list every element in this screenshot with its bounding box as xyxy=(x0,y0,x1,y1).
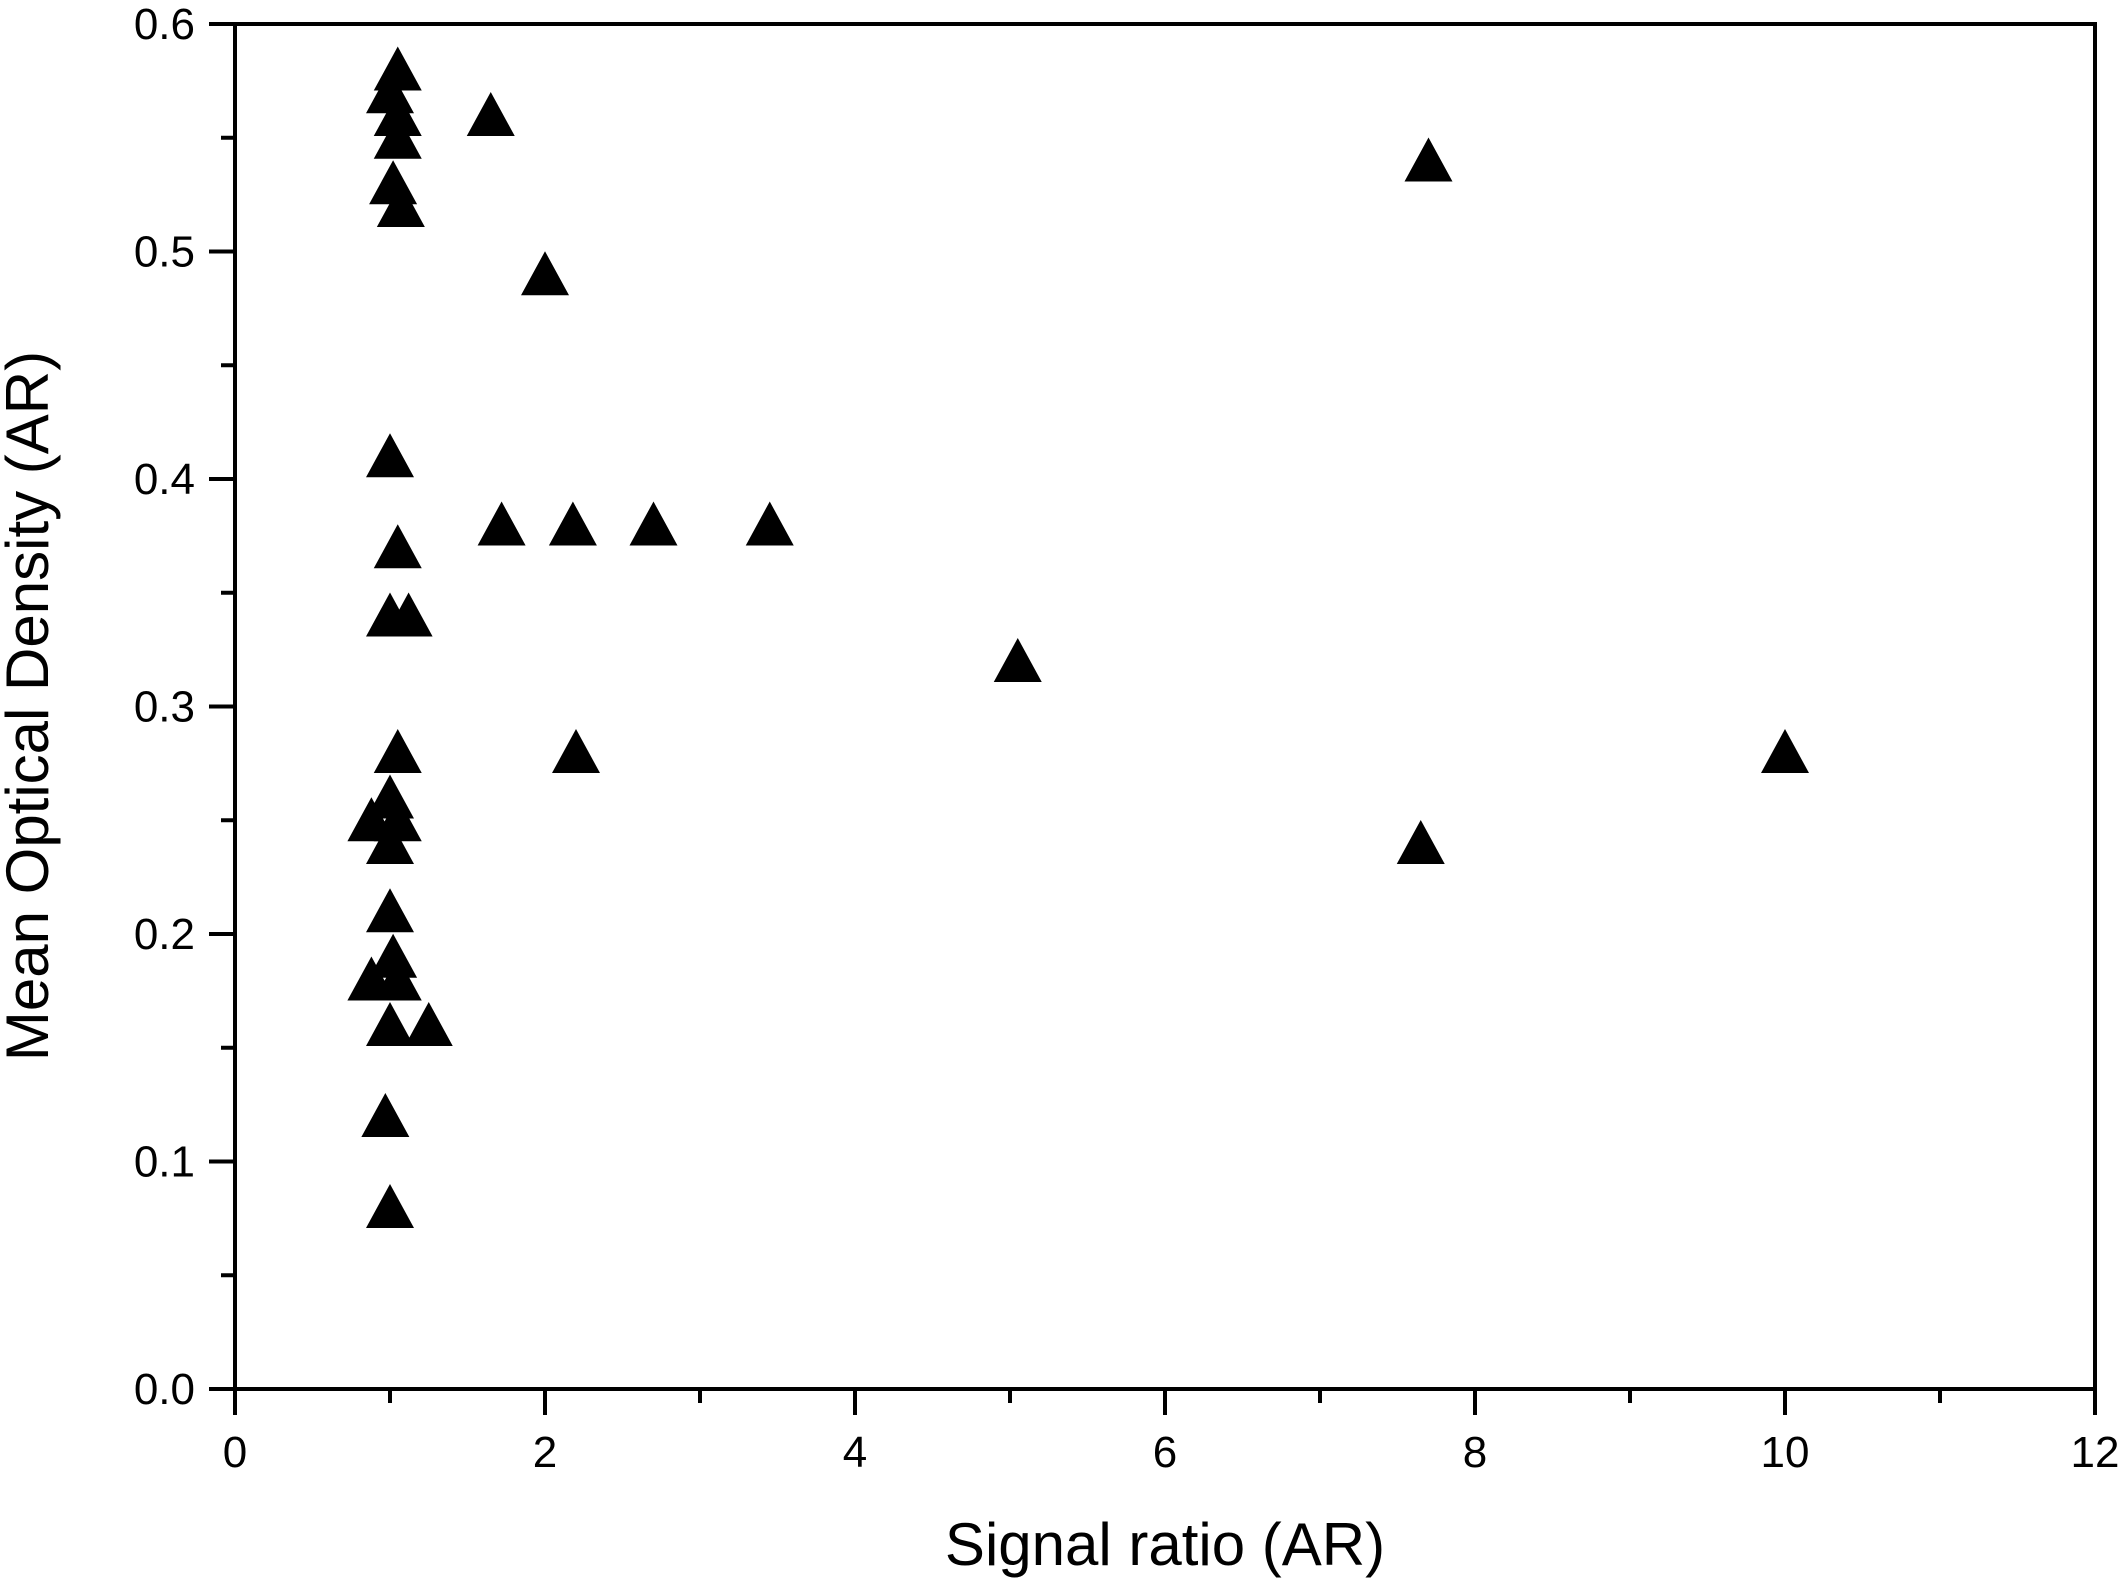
data-point-triangle xyxy=(1404,137,1453,182)
x-axis-ticks: 0 2 4 6 8 10 12 xyxy=(223,1389,2120,1477)
data-points xyxy=(347,46,1809,1228)
data-point-triangle xyxy=(1761,729,1809,773)
x-tick-label: 10 xyxy=(1761,1428,1810,1477)
data-point-triangle xyxy=(366,1184,414,1228)
data-point-triangle xyxy=(369,933,418,978)
x-tick-label: 0 xyxy=(223,1428,247,1477)
data-point-triangle xyxy=(477,501,526,546)
data-point-triangle xyxy=(366,888,414,933)
y-axis-title: Mean Optical Density (AR) xyxy=(0,351,61,1061)
data-point-triangle xyxy=(373,956,422,1001)
x-tick-label: 8 xyxy=(1463,1428,1487,1477)
data-point-triangle xyxy=(373,524,422,569)
data-point-triangle xyxy=(466,92,515,136)
y-tick-label: 0.3 xyxy=(134,683,195,732)
data-point-triangle xyxy=(521,251,569,296)
y-axis-ticks: 0.0 0.1 0.2 0.3 0.4 0.5 0.6 xyxy=(134,0,235,1414)
data-point-triangle xyxy=(366,1002,414,1046)
data-point-triangle xyxy=(552,729,600,773)
data-point-triangle xyxy=(745,501,794,546)
x-tick-label: 2 xyxy=(533,1428,557,1477)
data-point-triangle xyxy=(384,592,433,637)
data-point-triangle xyxy=(373,114,422,159)
x-tick-label: 4 xyxy=(843,1428,867,1477)
data-point-triangle xyxy=(366,433,414,478)
data-point-triangle xyxy=(404,1002,453,1046)
data-point-triangle xyxy=(376,183,425,227)
data-point-triangle xyxy=(373,729,422,773)
x-tick-label: 12 xyxy=(2071,1428,2120,1477)
data-point-triangle xyxy=(993,638,1042,682)
data-point-triangle xyxy=(629,501,678,546)
y-tick-label: 0.0 xyxy=(134,1365,195,1414)
data-point-triangle xyxy=(548,501,597,546)
x-axis-title: Signal ratio (AR) xyxy=(945,1511,1385,1578)
data-point-triangle xyxy=(366,820,414,864)
y-tick-label: 0.2 xyxy=(134,910,195,959)
x-tick-label: 6 xyxy=(1153,1428,1177,1477)
y-tick-label: 0.6 xyxy=(134,0,195,49)
y-tick-label: 0.5 xyxy=(134,228,195,277)
data-point-triangle xyxy=(361,1093,410,1137)
data-point-triangle xyxy=(373,92,422,136)
y-tick-label: 0.4 xyxy=(134,455,195,504)
plot-frame xyxy=(233,22,2097,1391)
y-tick-label: 0.1 xyxy=(134,1138,195,1187)
data-point-triangle xyxy=(1396,820,1445,864)
